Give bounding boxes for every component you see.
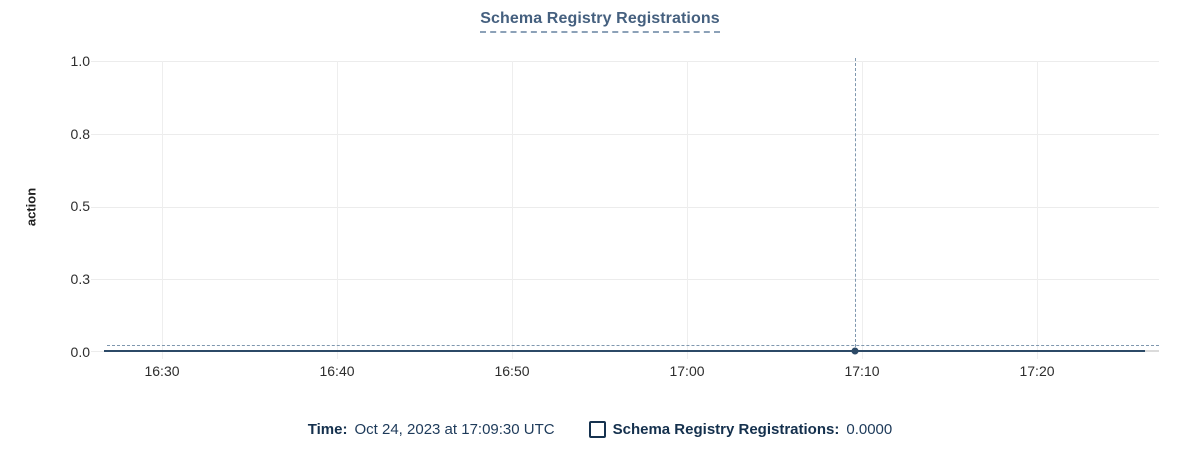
- tooltip-time-value: Oct 24, 2023 at 17:09:30 UTC: [354, 421, 555, 438]
- y-tick-label: 0.5: [70, 198, 90, 214]
- gridline-vertical: [512, 61, 513, 359]
- gridline-vertical: [162, 61, 163, 359]
- y-axis-label: action: [23, 187, 39, 227]
- x-tick-label: 17:20: [1019, 363, 1055, 379]
- gridline-vertical: [862, 61, 863, 359]
- chart-header: Schema Registry Registrations: [0, 10, 1200, 33]
- y-tick-label: 1.0: [70, 53, 90, 69]
- y-tick-label: 0.0: [70, 344, 90, 360]
- legend-checkbox-icon[interactable]: [588, 421, 606, 438]
- gridline-horizontal: [91, 134, 1159, 135]
- plot-area[interactable]: 16:30 16:40 16:50 17:00 17:10 17:20: [91, 58, 1159, 379]
- gridline-horizontal: [91, 206, 1159, 208]
- crosshair-horizontal: [107, 345, 1159, 346]
- tooltip-bar: Time: Oct 24, 2023 at 17:09:30 UTC Schem…: [0, 421, 1200, 438]
- data-point-marker[interactable]: [851, 347, 859, 355]
- x-tick-label: 17:00: [669, 363, 705, 379]
- x-tick-label: 17:10: [844, 363, 880, 379]
- gridline-vertical: [687, 61, 688, 359]
- series-line-pending-segment: [1145, 350, 1159, 352]
- x-tick-label: 16:40: [319, 363, 355, 379]
- gridline-vertical: [1037, 61, 1038, 359]
- crosshair-vertical: [855, 58, 856, 352]
- x-tick-label: 16:30: [144, 363, 180, 379]
- gridline-horizontal: [91, 279, 1159, 280]
- gridline-vertical: [337, 61, 338, 359]
- x-tick-label: 16:50: [494, 363, 530, 379]
- tooltip-time-label: Time:: [307, 421, 348, 438]
- y-tick-label: 0.3: [70, 271, 90, 287]
- tooltip-series-value: 0.0000: [846, 421, 893, 438]
- chart-title[interactable]: Schema Registry Registrations: [480, 10, 720, 33]
- series-line: [104, 350, 1145, 352]
- tooltip-series-label: Schema Registry Registrations:: [612, 421, 840, 438]
- gridline-horizontal: [91, 61, 1159, 62]
- y-tick-label: 0.8: [70, 126, 90, 142]
